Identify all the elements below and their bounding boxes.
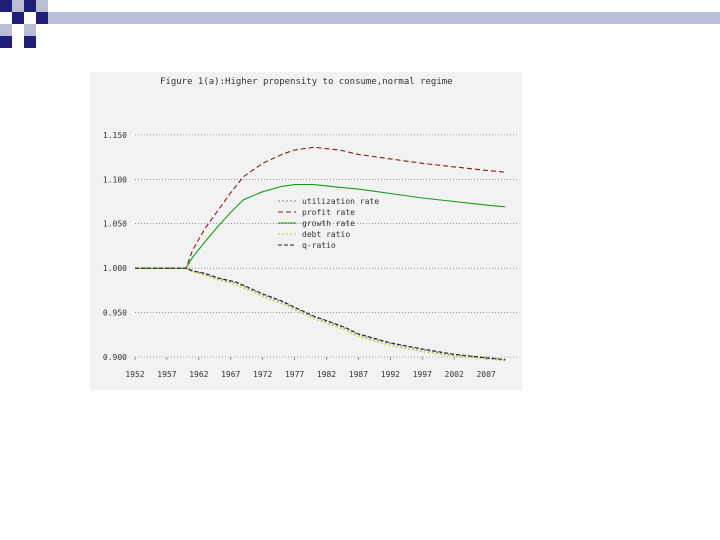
deco-square (12, 12, 24, 24)
y-tick-label: 0.900 (103, 353, 127, 362)
series-line-utilization-rate (135, 267, 506, 361)
y-tick-labels: 1.150 1.100 1.050 1.000 0.950 0.900 (103, 131, 127, 362)
slide-header-decoration (0, 0, 720, 48)
x-tick-label: 1962 (189, 370, 208, 379)
x-tick-label: 1972 (253, 370, 272, 379)
y-tick-label: 1.050 (103, 220, 127, 229)
deco-bar (48, 12, 720, 24)
series-line-q-ratio (135, 267, 506, 361)
legend-entry: profit rate (302, 208, 355, 217)
series-line-profit-rate (135, 146, 506, 269)
x-tick-label: 1987 (349, 370, 368, 379)
deco-square (36, 0, 48, 12)
x-tick-label: 2002 (445, 370, 464, 379)
deco-square (0, 0, 12, 12)
deco-square (0, 36, 12, 48)
x-tick-label: 2007 (476, 370, 495, 379)
legend-entry: debt ratio (302, 230, 350, 239)
y-tick-label: 1.100 (103, 175, 127, 184)
line-chart: Figure 1(a):Higher propensity to consume… (103, 77, 518, 379)
x-tick-label: 1967 (221, 370, 240, 379)
legend-entry: growth rate (302, 219, 355, 228)
legend-entry: utilization rate (302, 197, 379, 206)
y-tick-label: 0.950 (103, 309, 127, 318)
series-line-growth-rate (135, 184, 506, 269)
deco-square (24, 24, 36, 36)
deco-square (24, 0, 36, 12)
legend: utilization rate profit rate growth rate de… (278, 197, 379, 250)
chart-title: Figure 1(a):Higher propensity to consume… (160, 77, 453, 87)
y-tick-label: 1.150 (103, 131, 127, 140)
deco-square (24, 36, 36, 48)
legend-entry: q-ratio (302, 241, 336, 250)
x-tick-label: 1952 (125, 370, 144, 379)
deco-square (12, 0, 24, 12)
x-tick-label: 1977 (285, 370, 304, 379)
deco-square (36, 12, 48, 24)
x-tick-label: 1992 (381, 370, 400, 379)
chart-panel: Figure 1(a):Higher propensity to consume… (90, 72, 522, 390)
y-tick-label: 1.000 (103, 264, 127, 273)
x-tick-label: 1957 (157, 370, 176, 379)
series-line-debt-ratio (135, 267, 506, 362)
x-tick-label: 1997 (413, 370, 432, 379)
x-tick-labels: 1952 1957 1962 1967 1972 1977 1982 1987 1992 1997… (125, 370, 496, 379)
x-tick-label: 1982 (317, 370, 336, 379)
series-layer (135, 146, 506, 362)
deco-square (0, 24, 12, 36)
grid-layer (134, 134, 518, 360)
